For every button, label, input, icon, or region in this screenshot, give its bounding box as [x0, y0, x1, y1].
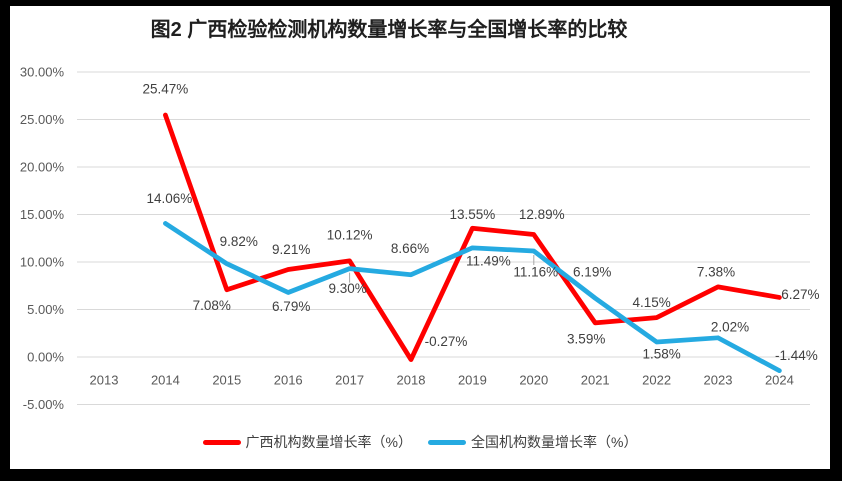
y-axis-tick-label: -5.00%: [23, 397, 65, 412]
data-label: -1.44%: [775, 348, 818, 363]
x-axis-tick-label: 2014: [151, 373, 180, 388]
data-label: 10.12%: [327, 227, 373, 242]
x-axis-tick-label: 2022: [642, 373, 671, 388]
chart-title: 图2 广西检验检测机构数量增长率与全国增长率的比较: [150, 19, 628, 41]
data-label: 9.30%: [328, 281, 366, 296]
legend-label-national: 全国机构数量增长率（%）: [471, 434, 638, 450]
data-label: 9.82%: [220, 234, 258, 249]
data-label: 11.49%: [466, 253, 511, 268]
legend-swatch-national-line: [428, 439, 466, 445]
y-axis-tick-label: 0.00%: [27, 350, 64, 365]
data-label: 1.58%: [642, 346, 680, 361]
y-axis-tick-label: 25.00%: [20, 112, 65, 127]
y-axis-tick-label: 20.00%: [20, 160, 65, 175]
chart-canvas: 30.00% 25.00% 20.00% 15.00% 10.00% 5.00% 0.00%…: [20, 65, 820, 413]
data-label: 13.55%: [450, 207, 496, 222]
x-axis-tick-label: 2020: [519, 373, 548, 388]
x-axis-tick-label: 2016: [274, 373, 303, 388]
y-axis-tick-label: 10.00%: [20, 255, 65, 270]
legend-swatch-guangxi-line: [202, 439, 241, 445]
x-axis-tick-label: 2015: [212, 373, 241, 388]
data-label: 3.59%: [567, 331, 605, 346]
data-label: 4.15%: [632, 295, 670, 310]
data-label: 12.89%: [519, 207, 565, 222]
data-label: 11.16%: [513, 264, 558, 279]
x-axis-tick-label: 2021: [581, 373, 610, 388]
series-line-national: [163, 221, 782, 374]
legend-item-national: 全国机构数量增长率（%）: [428, 432, 637, 452]
data-label: 7.08%: [193, 298, 231, 313]
x-axis-tick-label: 2019: [458, 373, 487, 388]
x-axis-tick-label: 2017: [335, 373, 364, 388]
x-axis-tick-label: 2023: [704, 373, 733, 388]
data-label: -0.27%: [425, 334, 468, 349]
legend-item-guangxi: 广西机构数量增长率（%）: [202, 432, 412, 452]
x-axis-tick-label: 2024: [765, 373, 794, 388]
data-label: 25.47%: [143, 82, 189, 97]
y-axis-tick-label: 30.00%: [20, 65, 65, 80]
data-label: 6.27%: [781, 287, 819, 302]
x-axis-tick-label: 2013: [90, 373, 119, 388]
chart-legend: 广西机构数量增长率（%） 全国机构数量增长率（%）: [10, 432, 830, 452]
chart-panel: 图2 广西检验检测机构数量增长率与全国增长率的比较 30.00% 25.00% 20…: [10, 6, 830, 469]
data-label: 6.79%: [272, 299, 310, 314]
x-axis-tick-label: 2018: [397, 373, 426, 388]
data-label: 6.19%: [573, 265, 611, 280]
data-label: 7.38%: [697, 264, 735, 279]
y-axis-tick-label: 5.00%: [27, 302, 64, 317]
data-label: 9.21%: [272, 242, 310, 257]
data-label: 2.02%: [711, 319, 749, 334]
series-line-guangxi: [163, 112, 782, 362]
data-label: 8.66%: [391, 241, 429, 256]
legend-label-guangxi: 广西机构数量增长率（%）: [245, 434, 412, 450]
y-axis-tick-label: 15.00%: [20, 207, 65, 222]
data-label: 14.06%: [147, 191, 193, 206]
